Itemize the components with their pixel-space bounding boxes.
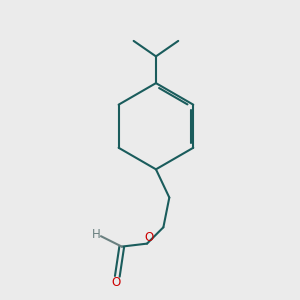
Text: O: O (111, 276, 120, 290)
Text: H: H (92, 228, 101, 241)
Text: O: O (145, 231, 154, 244)
